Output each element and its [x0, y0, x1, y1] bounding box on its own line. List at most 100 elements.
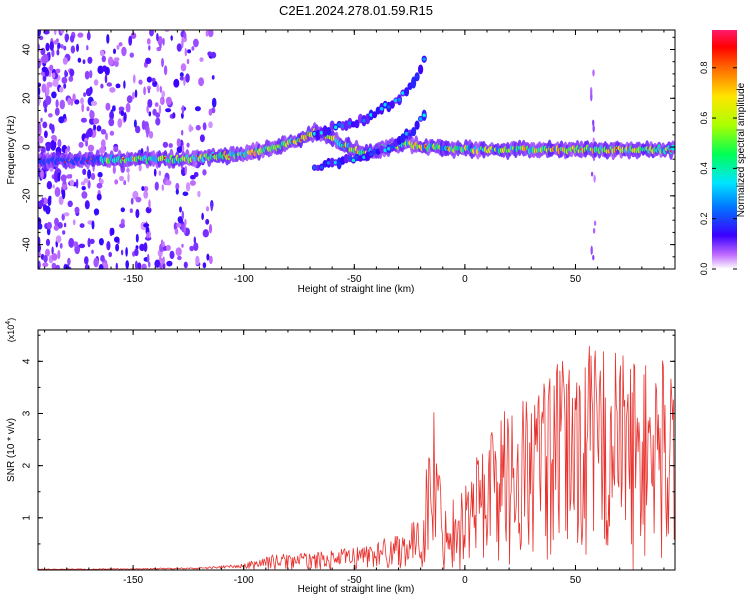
spectrogram-cell	[389, 100, 395, 109]
spectrogram-cell	[38, 121, 41, 132]
spectrogram-cell	[411, 76, 417, 89]
spectrogram-cell	[51, 72, 56, 79]
colorbar-tick-label: 0.4	[699, 162, 709, 175]
spectrogram-cell	[183, 76, 186, 86]
spectrogram-cell	[379, 107, 384, 111]
spectrogram-cell	[42, 262, 49, 268]
spectrogram-cell	[69, 34, 75, 43]
spectrogram-cell	[63, 45, 67, 51]
spectrogram-cell	[40, 169, 44, 180]
spectrogram-cell	[85, 88, 92, 97]
spectrogram-cell	[193, 171, 199, 178]
spectrogram-cell	[408, 132, 412, 137]
spectrogram-cell	[189, 126, 194, 131]
spectrogram-cell	[81, 103, 85, 113]
spectrogram-cell	[322, 125, 328, 137]
spectrogram-cell	[139, 243, 146, 252]
spectrogram-cell	[132, 91, 135, 100]
spectrogram-cell	[161, 90, 166, 98]
spectrogram-cell	[184, 165, 187, 175]
spectrogram-cell	[210, 201, 213, 212]
snr-background	[38, 330, 675, 570]
spectrogram-cell	[112, 165, 116, 174]
spectrogram-cell	[133, 74, 136, 84]
snr-xlabel: Height of straight line (km)	[298, 584, 415, 595]
spectrogram-cell	[87, 144, 95, 152]
spectrogram-panel: -150 -100 -50 0 50 -40 -20 0 20 40 Height of stra…	[6, 29, 676, 295]
spectrogram-cell	[372, 111, 378, 119]
spectrogram-cell	[146, 76, 152, 83]
spectrogram-cell	[165, 108, 172, 113]
spectrogram-ytick-label: 40	[22, 44, 33, 56]
spectrogram-cell	[158, 170, 162, 176]
spectrogram-cell	[312, 132, 317, 136]
spectrogram-cell	[125, 102, 131, 113]
spectrogram-cell	[100, 139, 106, 148]
spectrogram-cell	[57, 172, 61, 182]
figure-title: C2E1.2024.278.01.59.R15	[279, 3, 433, 18]
spectrogram-cell	[135, 125, 141, 134]
spectrogram-cell	[96, 193, 102, 201]
spectrogram-cell	[51, 134, 57, 141]
spectrogram-cell	[195, 124, 201, 131]
spectrogram-cell	[41, 197, 44, 205]
spectrogram-cell	[319, 165, 324, 169]
colorbar-tick-label: 0.6	[699, 112, 709, 125]
spectrogram-cell	[89, 70, 93, 79]
spectrogram-cell	[166, 260, 173, 267]
spectrogram-cell	[147, 99, 153, 108]
spectrogram-cell	[148, 261, 151, 268]
spectrogram-cell	[87, 237, 91, 248]
snr-xtick-label: -50	[347, 575, 362, 586]
spectrogram-cell	[372, 149, 377, 153]
spectrogram-cell	[211, 97, 217, 108]
spectrogram-cell	[120, 110, 125, 117]
spectrogram-cell	[199, 134, 205, 143]
spectrogram-cell	[129, 208, 133, 213]
snr-ticks: -150 -100 -50 0 50 1 2 3 4	[22, 330, 675, 586]
spectrogram-cell	[135, 208, 140, 219]
spectrogram-cell	[191, 46, 195, 51]
snr-panel: -150 -100 -50 0 50 1 2 3 4 Height of straight li…	[5, 318, 676, 595]
spectrogram-xtick-label: 50	[570, 274, 582, 285]
spectrogram-cell	[185, 73, 190, 83]
spectrogram-cell	[115, 243, 120, 252]
colorbar-ticks: 0.0 0.2 0.4 0.6 0.8	[699, 61, 737, 275]
spectrogram-cell	[394, 98, 398, 103]
spectrogram-cell	[44, 130, 48, 139]
spectrogram-cell	[42, 121, 48, 129]
spectrogram-cell	[60, 174, 67, 182]
spectrogram-cell	[109, 130, 115, 136]
spectrogram-cell	[153, 168, 157, 177]
spectrogram-cell	[176, 138, 181, 147]
spectrogram-cell	[341, 124, 345, 128]
spectrogram-cell	[99, 147, 106, 154]
spectrogram-cell	[671, 144, 675, 151]
spectrogram-cell	[69, 68, 75, 77]
spectrogram-cell	[145, 206, 152, 214]
spectrogram-image	[38, 30, 675, 269]
spectrogram-cell	[143, 223, 150, 228]
spectrogram-cell	[208, 108, 213, 116]
spectrogram-cell	[87, 127, 93, 138]
spectrogram-cell	[592, 69, 595, 77]
spectrogram-cell	[64, 33, 70, 42]
spectrogram-cell	[38, 200, 43, 210]
spectrogram-cell	[114, 59, 119, 68]
spectrogram-cell	[48, 113, 53, 118]
spectrogram-cell	[57, 42, 61, 49]
spectrogram-cell	[83, 178, 89, 184]
snr-ytick-label: 2	[22, 462, 33, 468]
spectrogram-xtick-label: -50	[347, 274, 362, 285]
spectrogram-cell	[108, 251, 112, 258]
spectrogram-cell	[137, 262, 142, 269]
spectrogram-cell	[42, 74, 47, 82]
spectrogram-cell	[348, 121, 352, 126]
spectrogram-cell	[157, 36, 163, 46]
spectrogram-cell	[118, 106, 125, 112]
snr-ytick-label: 4	[22, 358, 33, 364]
spectrogram-cell	[119, 223, 126, 229]
spectrogram-cell	[201, 212, 204, 220]
spectrogram-cell	[145, 125, 150, 135]
spectrogram-cell	[146, 38, 151, 45]
